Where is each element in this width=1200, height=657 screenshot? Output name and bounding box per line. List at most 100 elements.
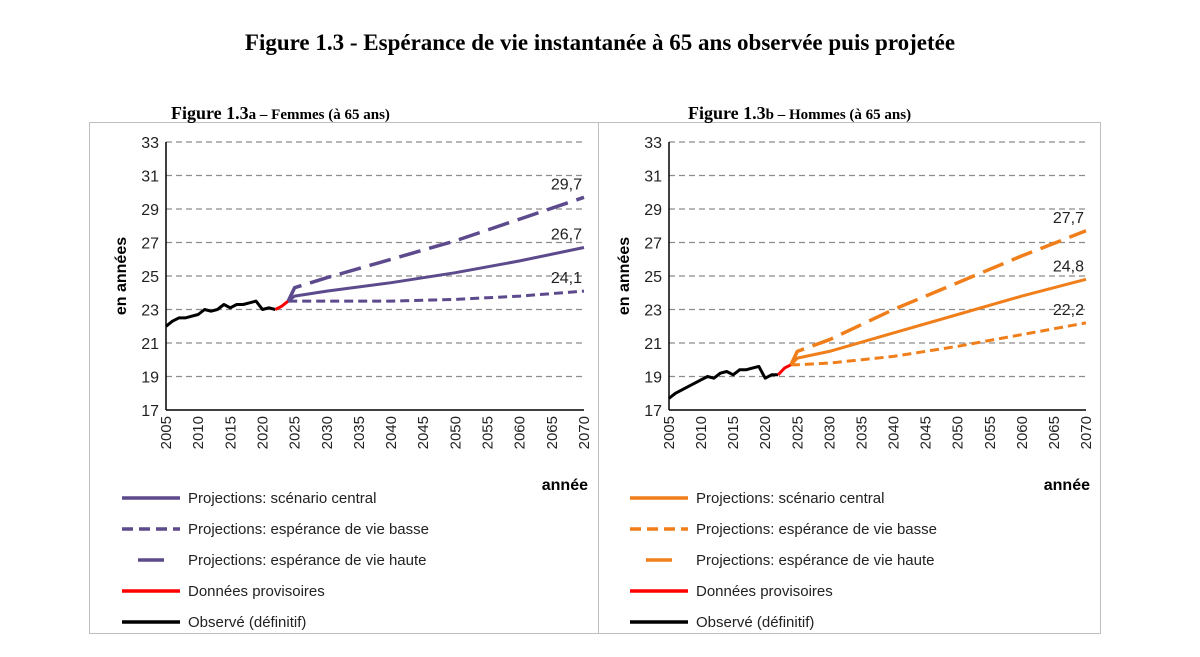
legend-item: Observé (définitif) [120,612,306,632]
legend-item: Données provisoires [628,581,833,601]
y-tick-label: 33 [644,135,662,152]
x-tick-label: 2040 [886,416,903,449]
x-tick-label: 2060 [512,416,529,449]
x-tick-label: 2025 [287,416,304,449]
y-tick-label: 25 [141,269,159,286]
series-line-projections-sc-nario-central [287,246,585,303]
y-tick-label: 17 [644,403,662,420]
panel-title-femmes: Figure 1.3a – Femmes (à 65 ans) [171,103,390,124]
panel-title-suffix: b – Hommes (à 65 ans) [765,107,912,123]
x-tick-label: 2020 [254,416,271,449]
x-tick-label: 2055 [480,416,497,449]
panel-title-prefix: Figure 1.3 [688,103,766,123]
y-tick-label: 23 [644,303,662,320]
panel-femmes [89,122,599,634]
legend-femmes: Projections: scénario central Projections… [120,488,580,631]
x-tick-label: 2050 [950,416,967,449]
legend-item: Projections: espérance de vie basse [628,519,937,539]
x-tick-label: 2045 [918,416,935,449]
legend-hommes: Projections: scénario central Projections… [628,488,1088,631]
legend-swatch [630,620,688,624]
legend-item: Projections: scénario central [628,488,884,508]
series-line-donn-es-provisoires [274,299,290,311]
x-tick-label: 2015 [222,416,239,449]
y-tick-label: 21 [644,336,662,353]
panel-hommes [598,122,1101,634]
y-axis-label: en années [113,237,130,315]
chart-hommes: 17 19 21 23 25 27 29 31 33 2005 2010 2015 2020 2025 20… [616,135,1095,494]
series-line-observ-d-finitif- [165,299,276,328]
legend-label: Observé (définitif) [188,613,307,631]
chart-femmes: 17 19 21 23 25 27 29 31 33 2005 2010 2015 2020 2025 20… [113,135,593,494]
panel-title-prefix: Figure 1.3 [171,103,249,123]
series-line-projections-esp-rance-de-vie-basse [288,289,585,303]
series-line-donn-es-provisoires [777,363,792,376]
y-axis-label: en années [616,237,633,315]
legend-label: Projections: scénario central [188,489,377,507]
y-tick-label: 23 [141,303,159,320]
x-tick-label: 2035 [853,416,870,449]
legend-label: Données provisoires [696,582,833,600]
end-value-label: 24,1 [551,270,582,287]
x-tick-label: 2055 [982,416,999,449]
y-tick-label: 31 [141,169,159,186]
x-tick-label: 2015 [725,416,742,449]
legend-swatch [138,558,180,562]
y-tick-label: 19 [644,370,662,387]
x-tick-label: 2040 [383,416,400,449]
x-tick-label: 2030 [319,416,336,449]
series-line-projections-esp-rance-de-vie-haute [286,195,585,302]
legend-item: Projections: scénario central [120,488,376,508]
x-tick-label: 2070 [576,416,593,449]
x-tick-label: 2070 [1078,416,1095,449]
y-tick-label: 33 [141,135,159,152]
x-tick-label: 2020 [757,416,774,449]
y-tick-label: 25 [644,269,662,286]
x-tick-label: 2005 [661,416,678,449]
end-value-label: 26,7 [551,227,582,244]
y-tick-label: 17 [141,403,159,420]
legend-label: Observé (définitif) [696,613,815,631]
y-tick-label: 19 [141,370,159,387]
legend-swatch [122,589,180,593]
end-value-label: 22,2 [1053,302,1084,319]
x-tick-label: 2010 [693,416,710,449]
end-value-label: 24,8 [1053,258,1084,275]
y-tick-label: 27 [644,236,662,253]
y-tick-label: 29 [141,202,159,219]
legend-label: Données provisoires [188,582,325,600]
legend-swatch [122,496,180,500]
legend-label: Projections: espérance de vie basse [188,520,429,538]
x-tick-label: 2065 [544,416,561,449]
y-tick-label: 27 [141,236,159,253]
series-line-observ-d-finitif- [668,364,779,400]
panel-title-suffix: a – Femmes (à 65 ans) [248,107,390,123]
end-value-label: 29,7 [551,176,582,193]
x-axis-label: année [1044,477,1090,494]
legend-swatch [122,620,180,624]
x-tick-label: 2010 [190,416,207,449]
legend-item: Projections: espérance de vie basse [120,519,429,539]
x-tick-label: 2025 [789,416,806,449]
legend-swatch [630,496,688,500]
legend-label: Projections: espérance de vie basse [696,520,937,538]
x-tick-label: 2045 [415,416,432,449]
legend-item: Projections: espérance de vie haute [628,550,934,570]
x-tick-label: 2065 [1046,416,1063,449]
y-tick-label: 29 [644,202,662,219]
x-tick-label: 2060 [1014,416,1031,449]
x-tick-label: 2050 [447,416,464,449]
legend-item: Données provisoires [120,581,325,601]
panel-title-hommes: Figure 1.3b – Hommes (à 65 ans) [688,103,911,124]
legend-label: Projections: espérance de vie haute [696,551,935,569]
legend-label: Projections: espérance de vie haute [188,551,427,569]
series-line-projections-esp-rance-de-vie-basse [790,321,1087,367]
x-tick-label: 2005 [158,416,175,449]
legend-swatch [122,527,180,531]
end-value-label: 27,7 [1053,210,1084,227]
x-tick-label: 2030 [821,416,838,449]
y-tick-label: 21 [141,336,159,353]
legend-item: Observé (définitif) [628,612,814,632]
legend-swatch [630,589,688,593]
series-line-projections-sc-nario-central [789,277,1087,366]
